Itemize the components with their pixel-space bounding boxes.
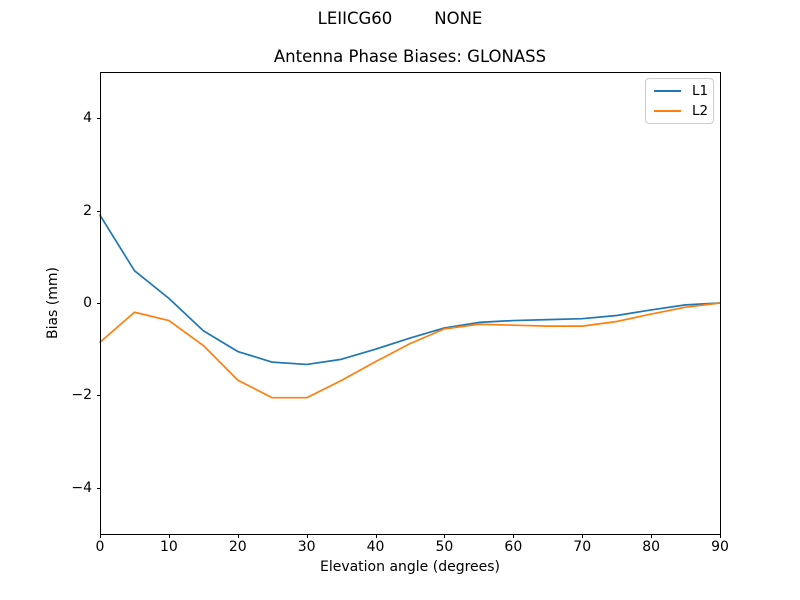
x-tick-label-10: 10 bbox=[159, 539, 178, 555]
legend-line-l2-icon bbox=[654, 110, 681, 112]
series-line-l2 bbox=[99, 302, 721, 399]
x-tick-label-50: 50 bbox=[435, 539, 454, 555]
legend: L1 L2 bbox=[645, 78, 714, 124]
x-tick-label-30: 30 bbox=[297, 539, 316, 555]
legend-label-l1: L1 bbox=[692, 83, 709, 99]
x-tick-label-90: 90 bbox=[711, 539, 729, 555]
legend-line-l1-icon bbox=[654, 90, 681, 92]
y-tick-label--4: −4 bbox=[71, 479, 92, 496]
y-tick-label-4: 4 bbox=[83, 110, 92, 127]
x-axis-label: Elevation angle (degrees) bbox=[319, 559, 501, 575]
x-tick-label-60: 60 bbox=[504, 539, 523, 555]
axes-frame bbox=[100, 72, 721, 535]
x-tick-label-0: 0 bbox=[95, 539, 105, 555]
x-tick-label-20: 20 bbox=[228, 539, 247, 555]
figure-suptitle: LEIICG60 NONE bbox=[317, 9, 483, 28]
legend-item-l2: L2 bbox=[646, 104, 713, 118]
y-tick-label-2: 2 bbox=[83, 202, 92, 219]
y-axis-label: Bias (mm) bbox=[45, 266, 61, 340]
x-tick-label-80: 80 bbox=[642, 539, 661, 555]
series-line-l1 bbox=[99, 214, 721, 366]
y-tick-label--2: −2 bbox=[71, 387, 92, 404]
axes-title: Antenna Phase Biases: GLONASS bbox=[273, 47, 547, 66]
x-tick-label-70: 70 bbox=[573, 539, 592, 555]
legend-item-l1: L1 bbox=[646, 84, 713, 98]
legend-label-l2: L2 bbox=[692, 103, 709, 119]
x-tick-label-40: 40 bbox=[366, 539, 385, 555]
y-tick-label-0: 0 bbox=[83, 295, 92, 311]
